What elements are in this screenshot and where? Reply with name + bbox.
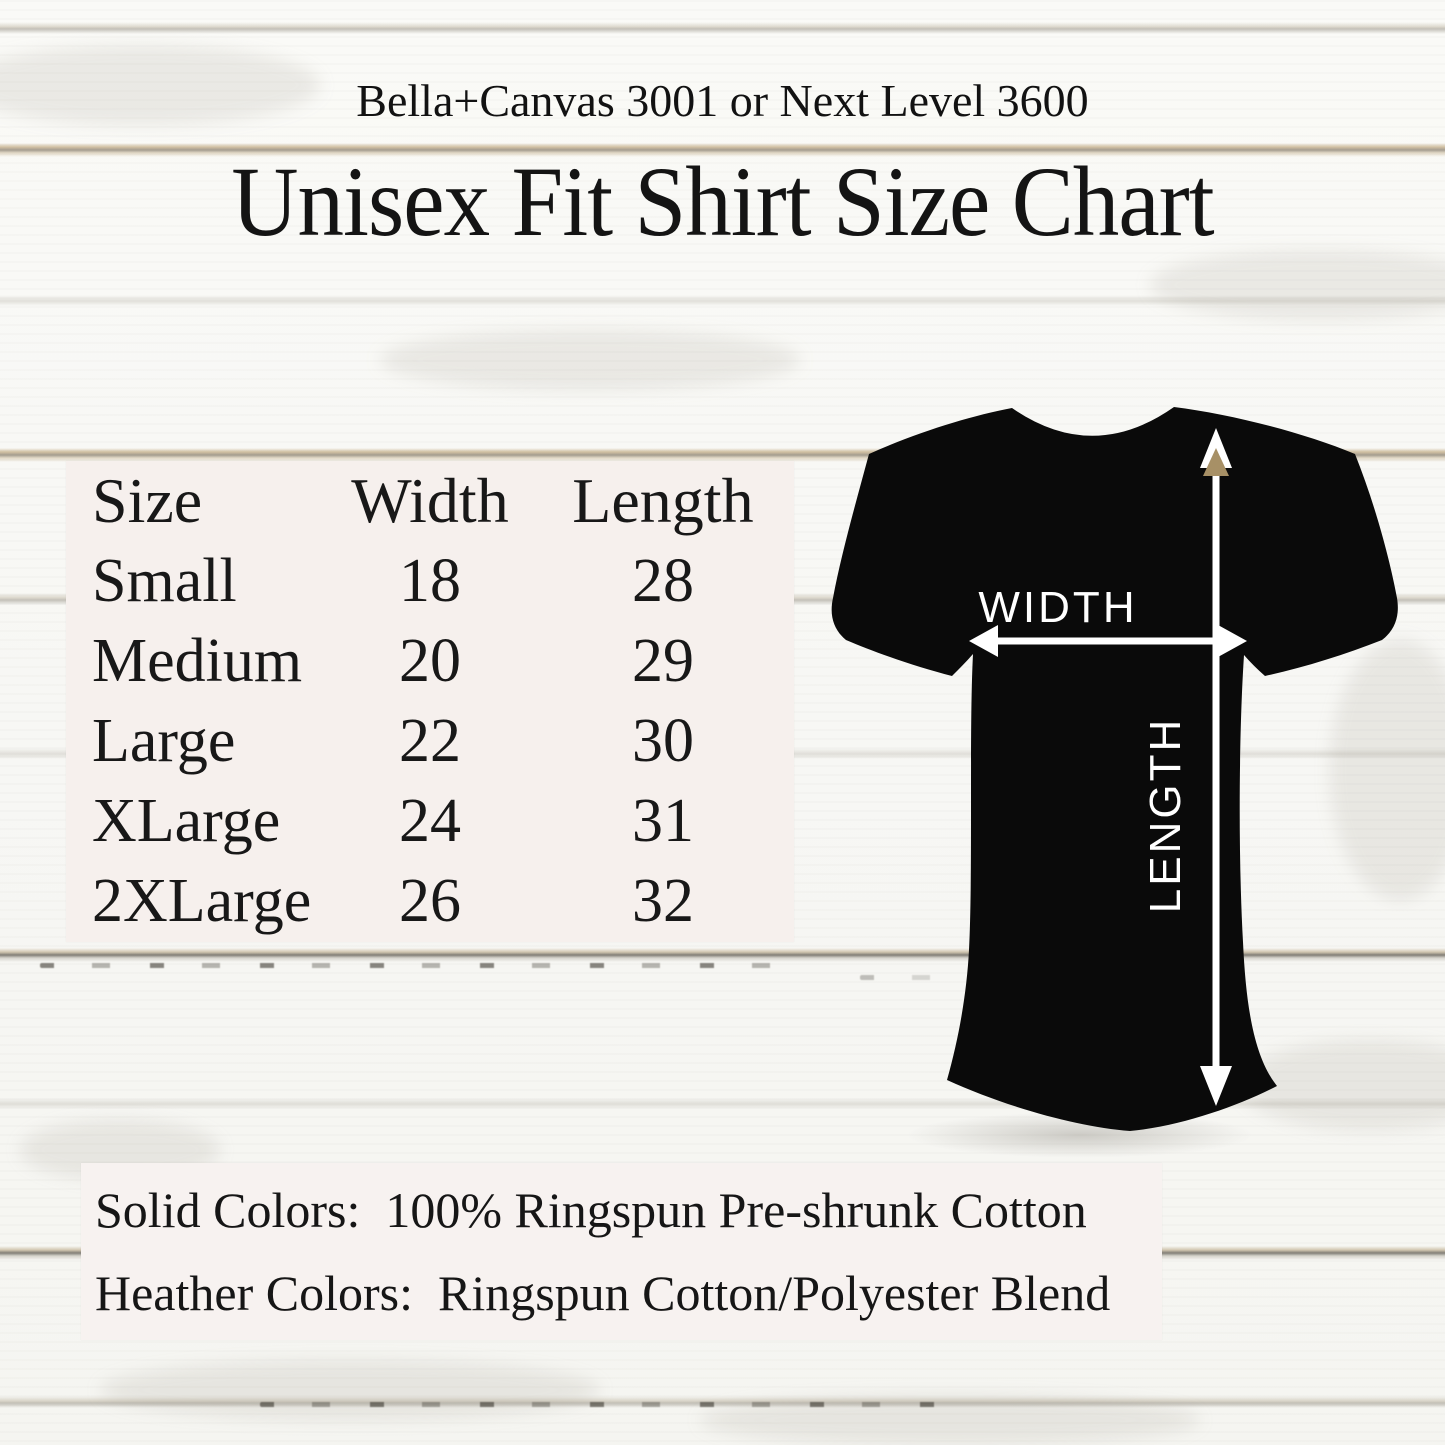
wood-distress-specks <box>40 963 800 968</box>
cell-length: 29 <box>631 626 694 695</box>
size-table-panel: Size Width Length Small 18 28 Medium 20 … <box>66 461 794 942</box>
width-label: WIDTH <box>978 583 1137 632</box>
note-solid-colors: Solid Colors: 100% Ringspun Pre-shrunk C… <box>95 1182 1087 1239</box>
column-header-width: Width <box>351 465 509 537</box>
table-row: 2XLarge 26 32 <box>66 862 794 942</box>
table-row: Large 22 30 <box>66 702 794 782</box>
length-arrow-tan-tip <box>1203 448 1229 476</box>
wood-smudge <box>100 1360 600 1420</box>
wood-smudge <box>380 330 800 390</box>
cell-width: 18 <box>398 546 461 615</box>
cell-width: 24 <box>398 787 461 856</box>
length-arrow <box>1200 428 1232 1106</box>
column-header-size: Size <box>92 465 203 537</box>
cell-width: 20 <box>398 626 461 695</box>
column-header-length: Length <box>572 465 754 537</box>
length-label: LENGTH <box>1141 717 1190 913</box>
width-arrow <box>969 625 1247 657</box>
tshirt-diagram: WIDTH LENGTH <box>831 407 1398 1131</box>
cell-length: 28 <box>631 546 694 615</box>
tshirt-silhouette <box>831 407 1398 1131</box>
page-title: Unisex Fit Shirt Size Chart <box>231 146 1214 257</box>
wood-smudge <box>0 45 320 125</box>
cell-length: 30 <box>631 707 694 776</box>
brand-subtitle: Bella+Canvas 3001 or Next Level 3600 <box>356 75 1089 126</box>
wood-distress-specks <box>260 1402 940 1407</box>
table-header-row: Size Width Length <box>66 461 794 541</box>
cell-length: 31 <box>631 787 694 856</box>
wood-smudge <box>1330 640 1445 900</box>
wood-smudge <box>1150 250 1445 320</box>
wood-seam <box>0 22 1445 36</box>
cell-size: XLarge <box>92 787 281 856</box>
cell-size: 2XLarge <box>92 867 312 936</box>
cell-size: Medium <box>92 626 303 695</box>
wood-seam <box>0 295 1445 309</box>
wood-seam <box>0 143 1445 157</box>
cell-length: 32 <box>631 867 694 936</box>
fabric-notes-panel: Solid Colors: 100% Ringspun Pre-shrunk C… <box>81 1163 1162 1340</box>
cell-width: 26 <box>398 867 461 936</box>
cell-size: Small <box>92 546 237 615</box>
table-row: Medium 20 29 <box>66 621 794 701</box>
cell-width: 22 <box>398 707 461 776</box>
cell-size: Large <box>92 707 236 776</box>
table-row: Small 18 28 <box>66 541 794 621</box>
note-heather-colors: Heather Colors: Ringspun Cotton/Polyeste… <box>95 1264 1111 1321</box>
table-row: XLarge 24 31 <box>66 782 794 862</box>
